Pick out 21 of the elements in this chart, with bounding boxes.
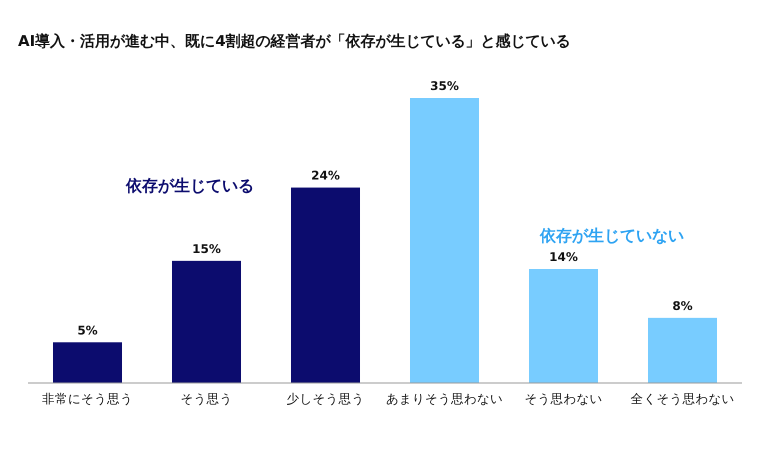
- x-tick-label: そう思う: [180, 391, 232, 406]
- data-label: 15%: [192, 242, 221, 256]
- data-label: 35%: [430, 79, 459, 93]
- x-tick-label: 少しそう思う: [286, 391, 364, 406]
- x-tick-label: 非常にそう思う: [42, 391, 133, 406]
- annotation: 依存が生じていない: [539, 226, 684, 245]
- data-label: 8%: [672, 298, 693, 313]
- x-tick-label: そう思わない: [524, 391, 602, 406]
- x-tick-label: あまりそう思わない: [386, 391, 503, 406]
- data-label: 24%: [311, 168, 340, 183]
- bar: [172, 260, 242, 383]
- chart-title: AI導入・活用が進む中、既に4割超の経営者が「依存が生じている」と感じている: [18, 32, 571, 50]
- annotation: 依存が生じている: [125, 176, 254, 195]
- bar: [528, 269, 598, 383]
- bar: [410, 98, 480, 383]
- bar: [648, 318, 718, 383]
- x-tick-label: 全くそう思わない: [630, 391, 734, 406]
- bar: [290, 188, 360, 383]
- bar: [52, 342, 122, 383]
- data-label: 14%: [549, 250, 578, 264]
- data-label: 5%: [77, 323, 98, 338]
